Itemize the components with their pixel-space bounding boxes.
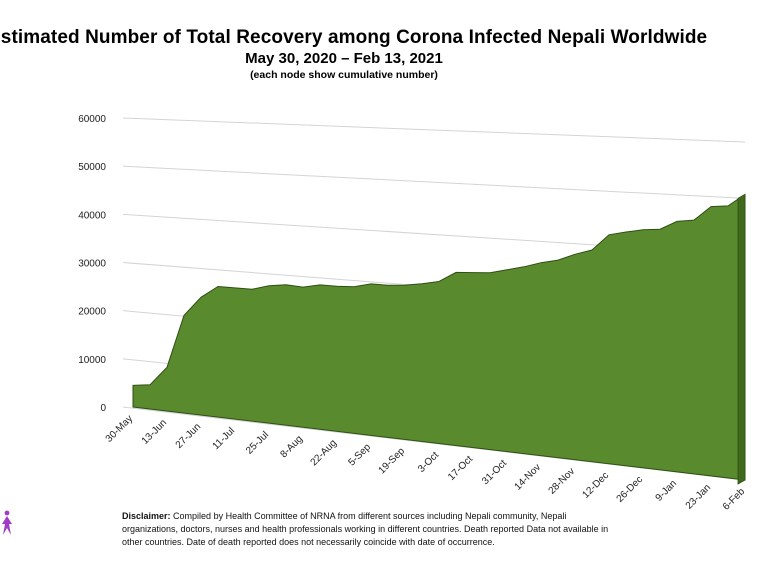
gridline: [122, 117, 746, 143]
x-tick-label: 28-Nov: [547, 466, 578, 497]
x-tick-label: 22-Aug: [309, 438, 340, 469]
x-tick-label: 14-Nov: [513, 462, 544, 493]
area-chart: 0 10000 20000 30000 40000 50000 60000 30-May 13…: [78, 114, 748, 510]
disclaimer-label: Disclaimer:: [122, 511, 171, 521]
x-tick-label: 19-Sep: [377, 445, 408, 476]
x-tick-label: 17-Oct: [446, 454, 475, 483]
x-tick-label: 9-Jan: [654, 478, 679, 503]
y-tick-label: 40000: [78, 210, 106, 221]
nrna-logo-icon: [2, 510, 12, 535]
area-series: [132, 193, 746, 485]
x-tick-label: 27-Jun: [174, 421, 203, 450]
x-tick-label: 31-Oct: [480, 458, 509, 487]
chart-subtitle: May 30, 2020 – Feb 13, 2021: [245, 50, 443, 67]
y-tick-label: 60000: [78, 114, 106, 125]
y-tick-label: 30000: [78, 259, 106, 270]
x-tick-label: 12-Dec: [581, 470, 612, 501]
chart-note: (each node show cumulative number): [250, 69, 438, 81]
y-tick-label: 0: [100, 403, 106, 414]
area-depth-face: [737, 193, 746, 485]
x-tick-label: 13-Jun: [140, 417, 169, 446]
x-tick-label: 11-Jul: [211, 426, 238, 453]
disclaimer: Disclaimer: Compiled by Health Committee…: [122, 510, 622, 549]
x-tick-label: 8-Aug: [278, 434, 305, 461]
y-axis-ticks: 0 10000 20000 30000 40000 50000 60000: [78, 114, 106, 414]
y-tick-label: 20000: [78, 307, 106, 318]
x-tick-label: 23-Jan: [684, 482, 713, 510]
gridline: [122, 165, 746, 199]
x-tick-label: 6-Feb: [721, 486, 748, 510]
x-tick-label: 26-Dec: [615, 474, 646, 505]
x-tick-label: 3-Oct: [416, 450, 441, 475]
x-tick-label: 30-May: [104, 413, 135, 444]
disclaimer-text: Compiled by Health Committee of NRNA fro…: [122, 511, 609, 547]
x-tick-label: 5-Sep: [346, 441, 373, 468]
chart-title: Estimated Number of Total Recovery among…: [0, 27, 708, 48]
y-tick-label: 50000: [78, 162, 106, 173]
x-tick-label: 25-Jul: [244, 430, 271, 457]
y-tick-label: 10000: [78, 355, 106, 366]
area-fill: [132, 193, 746, 481]
